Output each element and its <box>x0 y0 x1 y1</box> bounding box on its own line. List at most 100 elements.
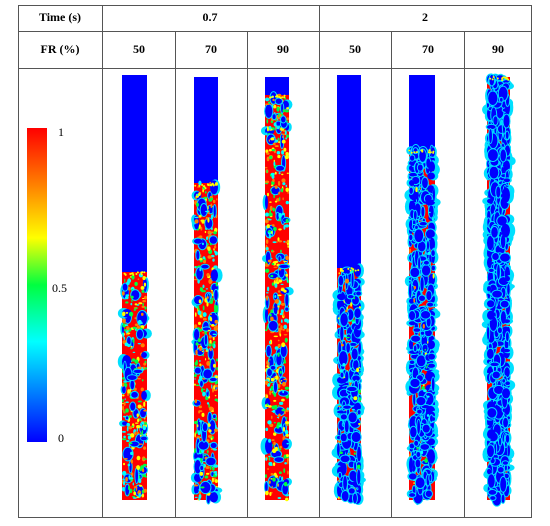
interface-speck <box>209 184 212 187</box>
speck <box>131 274 135 280</box>
speck <box>198 496 201 501</box>
speck <box>201 242 204 246</box>
speck <box>278 212 282 218</box>
speck <box>356 367 360 373</box>
speck <box>273 399 277 402</box>
speck <box>199 471 204 476</box>
speck <box>281 150 285 155</box>
speck <box>138 492 141 498</box>
time-label: Time (s) <box>39 10 81 24</box>
speck <box>272 477 276 482</box>
speck <box>272 241 277 244</box>
speck <box>143 282 147 287</box>
speck <box>137 400 142 403</box>
speck <box>409 493 416 497</box>
speck <box>200 481 211 494</box>
speck <box>141 352 148 359</box>
speck <box>340 343 344 347</box>
speck <box>207 230 212 235</box>
speck <box>141 390 148 400</box>
speck <box>409 179 415 186</box>
speck <box>273 303 278 315</box>
speck <box>285 137 288 140</box>
speck <box>122 415 126 418</box>
speck <box>426 228 428 232</box>
speck <box>502 379 506 383</box>
speck <box>272 98 275 102</box>
speck <box>431 265 436 271</box>
speck <box>201 412 205 417</box>
interface-speck <box>136 271 139 274</box>
speck <box>285 241 289 243</box>
speck <box>194 304 197 308</box>
speck <box>134 317 137 320</box>
speck <box>501 494 505 503</box>
speck <box>276 165 285 171</box>
speck <box>277 352 280 357</box>
speck <box>283 481 288 487</box>
speck <box>197 431 201 436</box>
speck <box>280 283 284 286</box>
speck <box>270 316 274 322</box>
speck <box>500 253 510 262</box>
speck <box>266 224 270 229</box>
speck <box>194 273 196 277</box>
speck <box>487 408 497 418</box>
speck <box>213 389 218 391</box>
speck <box>140 285 145 290</box>
speck <box>282 182 286 186</box>
speck <box>354 308 361 319</box>
speck <box>142 463 147 467</box>
speck <box>211 289 213 292</box>
interface-speck <box>212 184 215 187</box>
speck <box>278 113 280 118</box>
speck <box>142 299 147 303</box>
speck <box>503 319 510 323</box>
speck <box>503 114 510 128</box>
speck <box>202 423 208 432</box>
speck <box>415 459 421 468</box>
speck <box>126 422 130 427</box>
speck <box>122 430 126 433</box>
speck <box>212 448 218 451</box>
speck <box>431 250 435 256</box>
speck <box>130 451 134 456</box>
speck <box>274 457 284 462</box>
speck <box>271 249 274 252</box>
speck <box>124 342 129 347</box>
speck <box>271 262 275 266</box>
speck <box>200 226 203 231</box>
speck <box>210 437 213 441</box>
speck <box>285 120 289 122</box>
speck <box>134 281 138 286</box>
speck <box>279 445 283 449</box>
speck <box>214 319 218 324</box>
speck <box>133 489 136 492</box>
speck <box>338 472 342 478</box>
interface-speck <box>505 77 508 80</box>
speck <box>123 383 128 386</box>
speck <box>126 332 131 335</box>
fr-value: 90 <box>492 42 504 56</box>
speck <box>268 438 272 443</box>
speck <box>131 391 138 398</box>
speck <box>353 396 358 401</box>
speck <box>340 313 348 326</box>
speck <box>216 358 219 362</box>
speck <box>277 137 280 141</box>
speck <box>492 290 502 298</box>
speck <box>342 362 346 367</box>
speck <box>502 388 510 399</box>
speck <box>266 169 268 174</box>
speck <box>198 410 203 413</box>
speck <box>270 309 274 314</box>
speck <box>212 414 216 419</box>
speck <box>279 370 282 374</box>
speck <box>207 246 211 251</box>
speck <box>409 165 413 171</box>
speck <box>345 278 349 284</box>
speck <box>271 439 275 442</box>
speck <box>418 257 421 270</box>
interface-speck <box>502 76 505 79</box>
speck <box>270 377 275 382</box>
